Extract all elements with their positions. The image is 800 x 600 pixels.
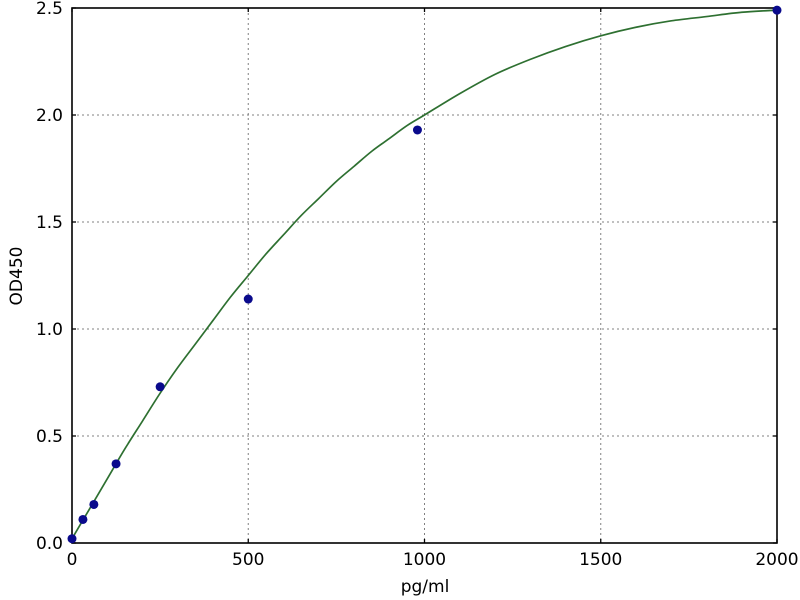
x-tick-label: 1000 [403,550,446,570]
data-point [155,382,165,392]
y-tick-label: 0.0 [36,534,63,554]
x-axis-title: pg/ml [401,577,450,597]
x-tick-label: 0 [67,550,78,570]
y-tick-label: 1.5 [36,213,63,233]
grid-lines [72,8,777,543]
data-point [772,5,782,15]
y-tick-label: 1.0 [36,320,63,340]
x-tick-label: 2000 [755,550,798,570]
data-point [67,534,77,544]
y-tick-label: 2.0 [36,106,63,126]
y-tick-labels: 0.0 0.5 1.0 1.5 2.0 2.5 [36,0,63,554]
data-points-group [67,5,782,544]
x-tick-label: 1500 [579,550,622,570]
x-tick-label: 500 [232,550,264,570]
y-tick-label: 2.5 [36,0,63,19]
data-point [111,459,121,469]
data-point [243,294,253,304]
fitted-curve-path [71,9,778,540]
data-point [89,499,99,509]
fitted-curve-group [71,9,778,540]
y-tick-label: 0.5 [36,427,63,447]
x-tick-labels: 0 500 1000 1500 2000 [67,550,799,570]
data-point [412,125,422,135]
data-point [78,514,88,524]
y-axis-title: OD450 [7,247,27,306]
